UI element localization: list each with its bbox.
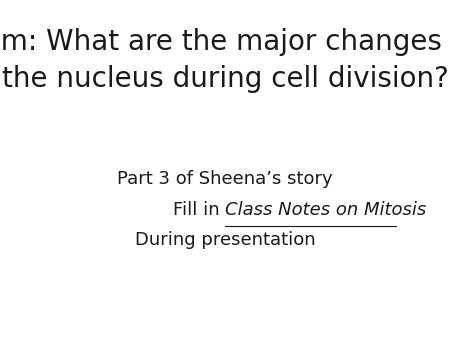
Text: Class Notes on Mitosis: Class Notes on Mitosis	[225, 200, 426, 219]
Text: Aim: What are the major changes in
the nucleus during cell division?: Aim: What are the major changes in the n…	[0, 28, 450, 93]
Text: Fill in: Fill in	[173, 200, 225, 219]
Text: Part 3 of Sheena’s story: Part 3 of Sheena’s story	[117, 170, 333, 188]
Text: During presentation: During presentation	[135, 231, 315, 249]
